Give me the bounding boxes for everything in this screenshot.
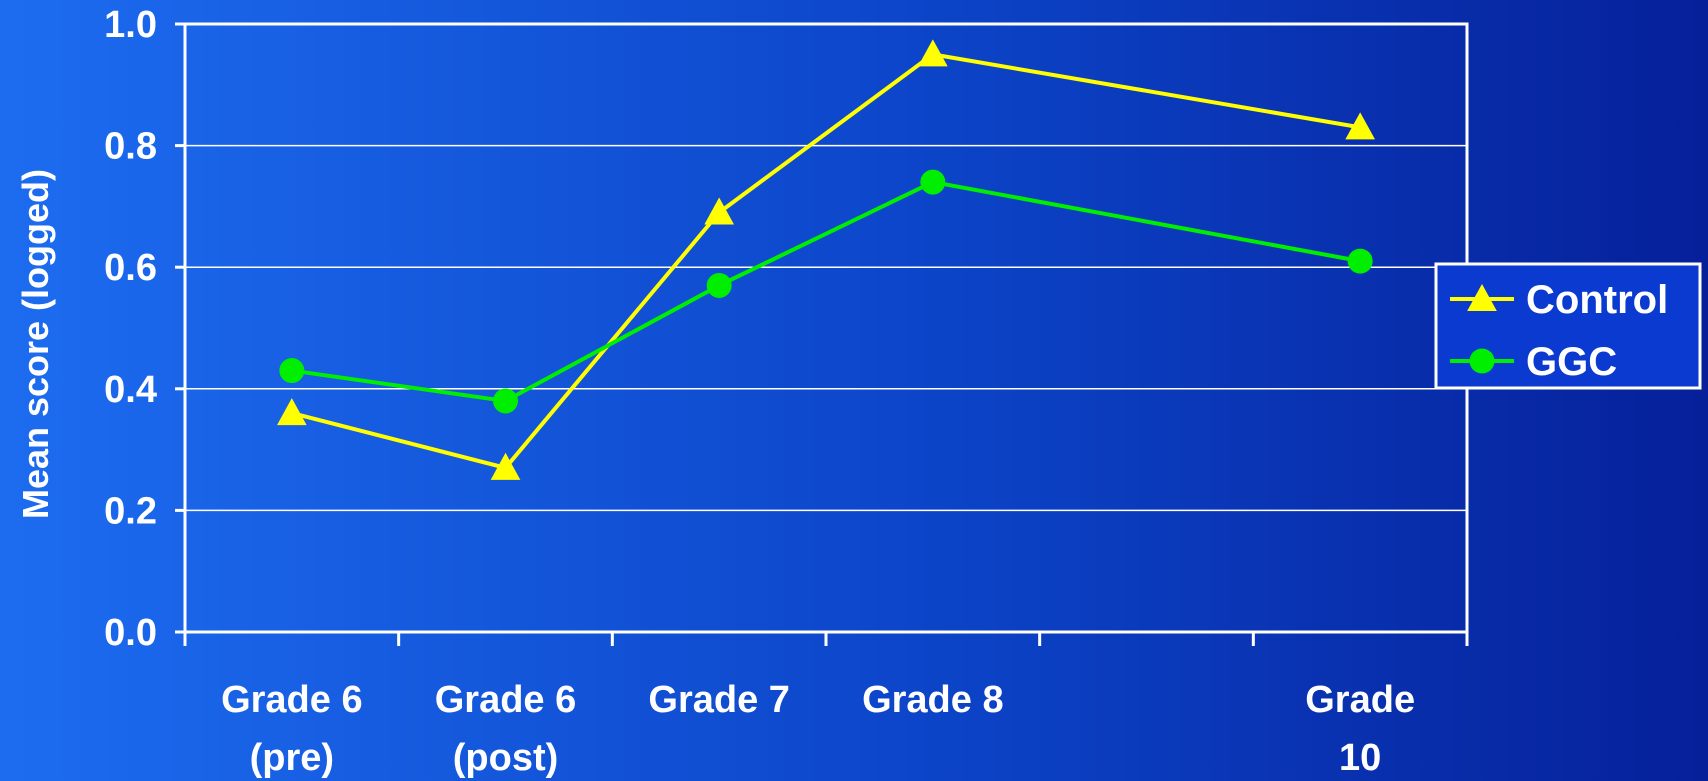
y-axis-tick-labels: 0.0 0.2 0.4 0.6 0.8 1.0 xyxy=(104,4,157,654)
x-tick-label: Grade 6 (pre) xyxy=(221,679,363,779)
x-axis-ticks xyxy=(183,632,1469,646)
legend-marker xyxy=(1467,283,1497,311)
legend-label: Control xyxy=(1526,278,1668,322)
series-line xyxy=(291,52,1361,471)
legend-marker xyxy=(1469,348,1495,374)
plot-frame xyxy=(183,22,1469,634)
series-layer xyxy=(276,39,1376,480)
data-point xyxy=(704,197,735,225)
data-point xyxy=(490,452,521,480)
x-axis-tick-labels: Grade 6 (pre) Grade 6 (post) Grade 7 Grade 8 G… xyxy=(221,679,1415,779)
y-tick-label: 0.2 xyxy=(104,490,157,532)
series-line xyxy=(291,179,1361,404)
data-point xyxy=(917,39,948,67)
x-tick-label: Grade 7 xyxy=(648,679,790,721)
data-point xyxy=(920,169,946,195)
data-point xyxy=(706,272,732,298)
x-tick-label: Grade 8 xyxy=(862,679,1004,721)
gridlines xyxy=(175,22,1467,634)
legend-item-control: Control xyxy=(1450,278,1668,322)
legend: Control GGC xyxy=(1434,262,1702,390)
legend-item-ggc: GGC xyxy=(1450,340,1617,384)
series-ggc xyxy=(279,169,1373,414)
x-tick-label: Grade 6 (post) xyxy=(435,679,577,779)
legend-label: GGC xyxy=(1526,340,1617,384)
y-tick-label: 1.0 xyxy=(104,4,157,46)
x-tick-label: Grade 10 xyxy=(1305,679,1415,779)
data-point xyxy=(1345,112,1376,140)
y-tick-label: 0.6 xyxy=(104,247,157,289)
data-point xyxy=(279,358,305,384)
data-point xyxy=(493,388,518,414)
y-tick-label: 0.0 xyxy=(104,612,157,654)
series-control xyxy=(276,39,1376,480)
y-tick-label: 0.8 xyxy=(104,126,157,168)
y-tick-label: 0.4 xyxy=(104,369,157,411)
data-point xyxy=(276,398,307,426)
data-point xyxy=(1347,248,1373,274)
y-axis-title: Mean score (logged) xyxy=(15,169,56,519)
